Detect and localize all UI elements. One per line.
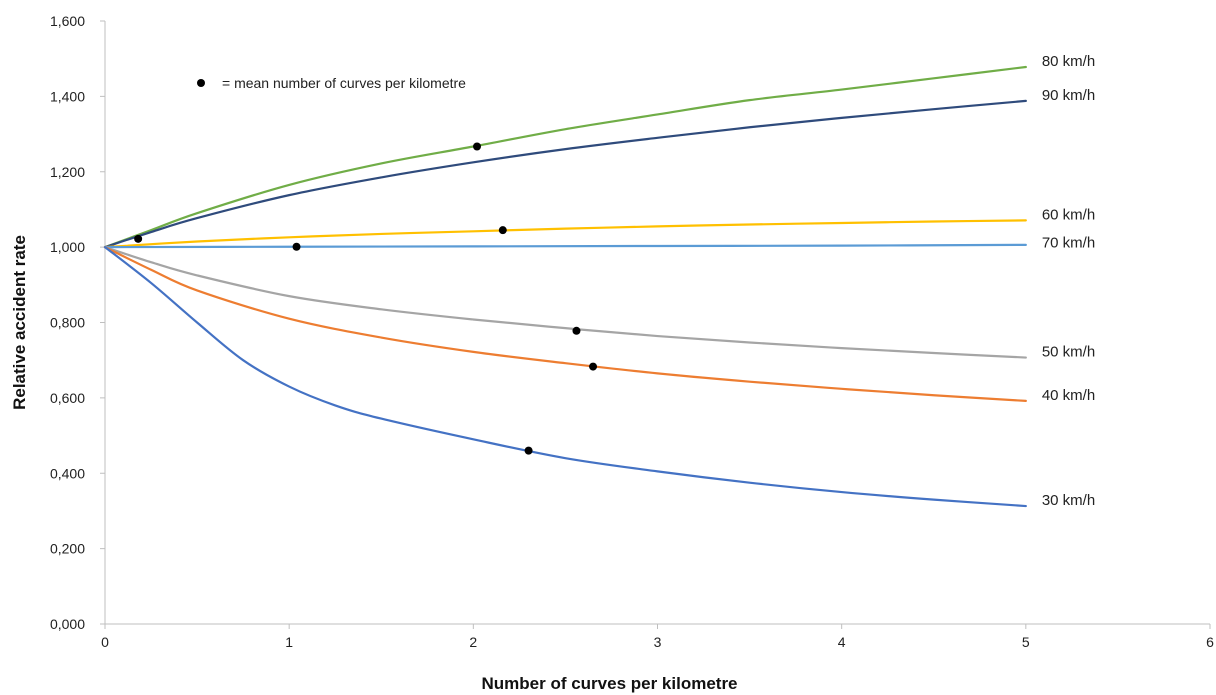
y-tick-label: 0,400 — [50, 465, 85, 481]
x-tick-label: 1 — [285, 634, 293, 650]
y-tick-label: 0,600 — [50, 390, 85, 406]
legend: = mean number of curves per kilometre — [197, 75, 466, 91]
legend-text: = mean number of curves per kilometre — [222, 75, 466, 91]
series-line-90-km-h — [103, 99, 1027, 249]
y-axis-ticks: 0,000 0,200 0,400 0,600 0,800 1,000 1,200 1,400… — [50, 13, 105, 632]
series-label-30-km-h: 30 km/h — [1042, 492, 1095, 509]
series-line-30-km-h — [103, 246, 1027, 508]
legend-marker-dot — [197, 79, 205, 87]
series-label-50-km-h: 50 km/h — [1042, 344, 1095, 361]
x-axis-title: Number of curves per kilometre — [481, 674, 737, 693]
series-label-90-km-h: 90 km/h — [1042, 87, 1095, 104]
series-line-70-km-h — [103, 243, 1027, 249]
x-tick-label: 6 — [1206, 634, 1214, 650]
series-line-80-km-h — [103, 65, 1027, 249]
mean-point-30-km-h — [524, 446, 533, 455]
series-labels: 80 km/h 90 km/h 60 km/h 70 km/h 50 km/h 40 km… — [1042, 53, 1095, 509]
y-tick-label: 0,800 — [50, 315, 85, 331]
y-tick-label: 1,000 — [50, 239, 85, 255]
mean-point-50-km-h — [572, 326, 581, 335]
mean-point-60-km-h — [498, 226, 507, 235]
y-tick-label: 1,400 — [50, 88, 85, 104]
x-tick-label: 2 — [469, 634, 477, 650]
series-label-40-km-h: 40 km/h — [1042, 387, 1095, 404]
y-tick-label: 0,000 — [50, 616, 85, 632]
y-tick-label: 1,200 — [50, 164, 85, 180]
y-tick-label: 1,600 — [50, 13, 85, 29]
x-tick-label: 4 — [838, 634, 846, 650]
mean-point-40-km-h — [589, 362, 598, 371]
series-line-50-km-h — [103, 246, 1027, 359]
mean-point-80-km-h — [473, 142, 482, 151]
x-tick-label: 3 — [654, 634, 662, 650]
x-tick-label: 5 — [1022, 634, 1030, 650]
series-layer — [103, 65, 1027, 508]
mean-point-70-km-h — [292, 242, 301, 251]
x-tick-label: 0 — [101, 634, 109, 650]
x-axis-ticks: 0 1 2 3 4 5 6 — [101, 624, 1214, 650]
axes: 0 1 2 3 4 5 6 0,000 0,200 0,400 0,600 0,800 1,000 1,… — [50, 13, 1214, 650]
series-line-60-km-h — [103, 219, 1027, 249]
series-label-80-km-h: 80 km/h — [1042, 53, 1095, 70]
y-axis-title: Relative accident rate — [10, 235, 29, 410]
series-label-60-km-h: 60 km/h — [1042, 206, 1095, 223]
y-tick-label: 0,200 — [50, 541, 85, 557]
series-label-70-km-h: 70 km/h — [1042, 234, 1095, 251]
mean-point-90-km-h — [134, 234, 143, 243]
series-line-40-km-h — [103, 246, 1027, 402]
